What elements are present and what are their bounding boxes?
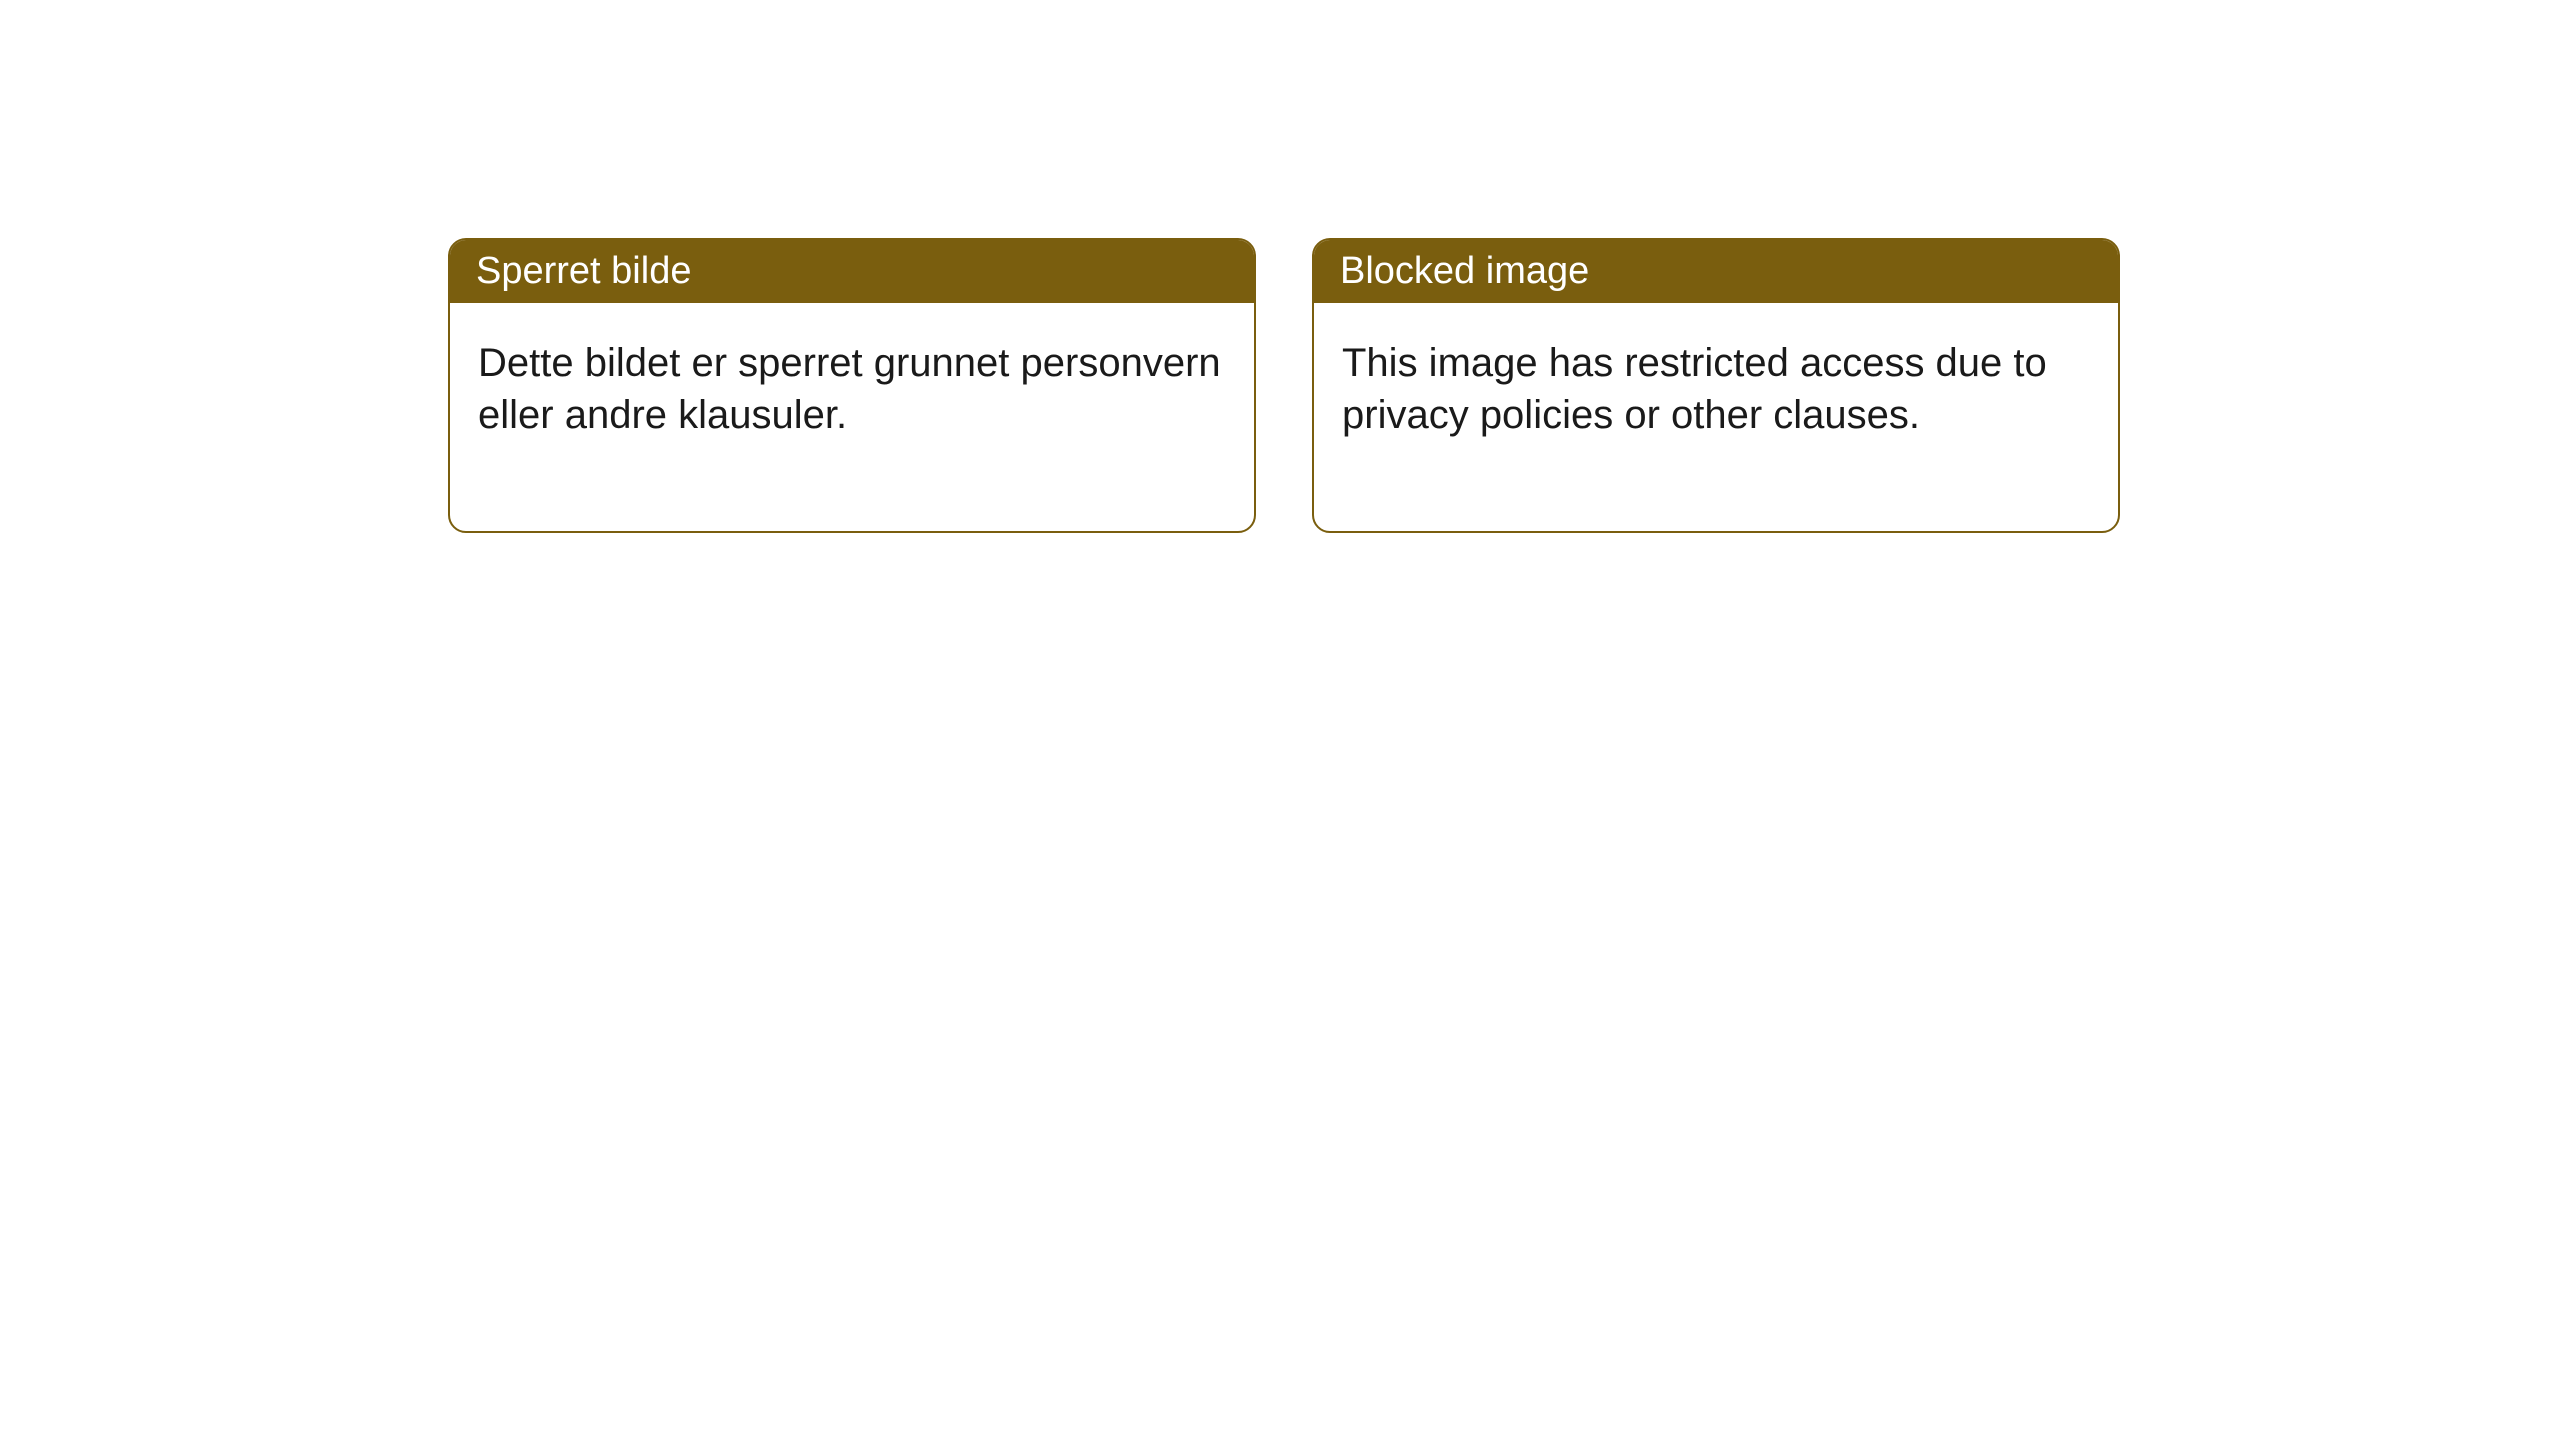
notice-header: Sperret bilde: [450, 240, 1254, 303]
notice-card-english: Blocked image This image has restricted …: [1312, 238, 2120, 533]
notice-header: Blocked image: [1314, 240, 2118, 303]
notice-card-norwegian: Sperret bilde Dette bildet er sperret gr…: [448, 238, 1256, 533]
notice-container: Sperret bilde Dette bildet er sperret gr…: [0, 0, 2560, 533]
notice-body: This image has restricted access due to …: [1314, 303, 2118, 531]
notice-body: Dette bildet er sperret grunnet personve…: [450, 303, 1254, 531]
